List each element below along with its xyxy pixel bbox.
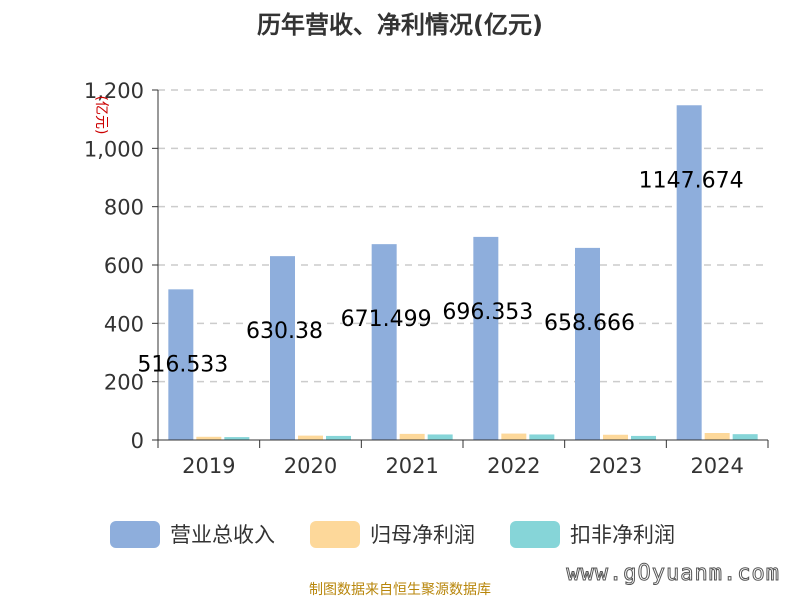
bar	[473, 236, 499, 440]
bar	[501, 433, 527, 440]
bar	[732, 434, 758, 440]
legend-label: 扣非净利润	[570, 523, 675, 547]
y-tick-label: 0	[131, 429, 144, 453]
y-tick-label: 600	[104, 254, 144, 278]
data-labels: 516.533 630.38 671.499 696.353 658.666 1147.6…	[137, 168, 743, 377]
bar	[529, 434, 555, 440]
y-tick-label: 200	[104, 371, 144, 395]
x-tick-label: 2021	[385, 454, 438, 478]
chart-title: 历年营收、净利情况(亿元)	[257, 11, 543, 39]
bar	[399, 433, 425, 440]
legend-swatch	[510, 521, 560, 548]
bar	[326, 435, 351, 440]
legend-label: 营业总收入	[170, 523, 275, 547]
bars	[168, 105, 758, 440]
bar	[298, 435, 323, 440]
legend-swatch	[110, 521, 160, 548]
y-tick-label: 800	[104, 196, 144, 220]
bar	[676, 105, 702, 440]
data-label: 658.666	[544, 311, 635, 336]
bar	[224, 437, 250, 440]
bar	[270, 256, 295, 440]
data-label: 516.533	[137, 352, 228, 377]
bar	[575, 247, 600, 440]
legend: 营业总收入 归母净利润 扣非净利润	[110, 521, 675, 548]
y-axis-label: (亿元)	[93, 96, 109, 135]
y-tick-label: 1,000	[84, 137, 144, 161]
x-tick-label: 2023	[589, 454, 642, 478]
axes: 0 200 400 600 800 1,000 1,200 2019 2020 2021 2022 2…	[84, 79, 769, 478]
x-tick-label: 2020	[284, 454, 337, 478]
bar	[371, 244, 397, 440]
bar	[168, 289, 194, 440]
legend-swatch	[310, 521, 360, 548]
bar	[631, 435, 656, 440]
data-label: 671.499	[341, 307, 432, 332]
source-note: 制图数据来自恒生聚源数据库	[309, 582, 491, 598]
y-tick-label: 1,200	[84, 79, 144, 103]
x-tick-label: 2022	[487, 454, 540, 478]
watermark: www.gOyuanm.com	[566, 561, 780, 586]
x-tick-label: 2019	[182, 454, 235, 478]
bar	[603, 434, 628, 440]
gridlines	[158, 89, 768, 383]
y-tick-label: 400	[104, 312, 144, 336]
data-label: 630.38	[246, 319, 323, 344]
data-label: 1147.674	[639, 168, 744, 193]
bar	[427, 434, 453, 440]
x-tick-label: 2024	[690, 454, 743, 478]
legend-label: 归母净利润	[370, 523, 475, 547]
data-label: 696.353	[442, 300, 533, 325]
bar	[704, 433, 730, 440]
bar	[196, 436, 222, 440]
